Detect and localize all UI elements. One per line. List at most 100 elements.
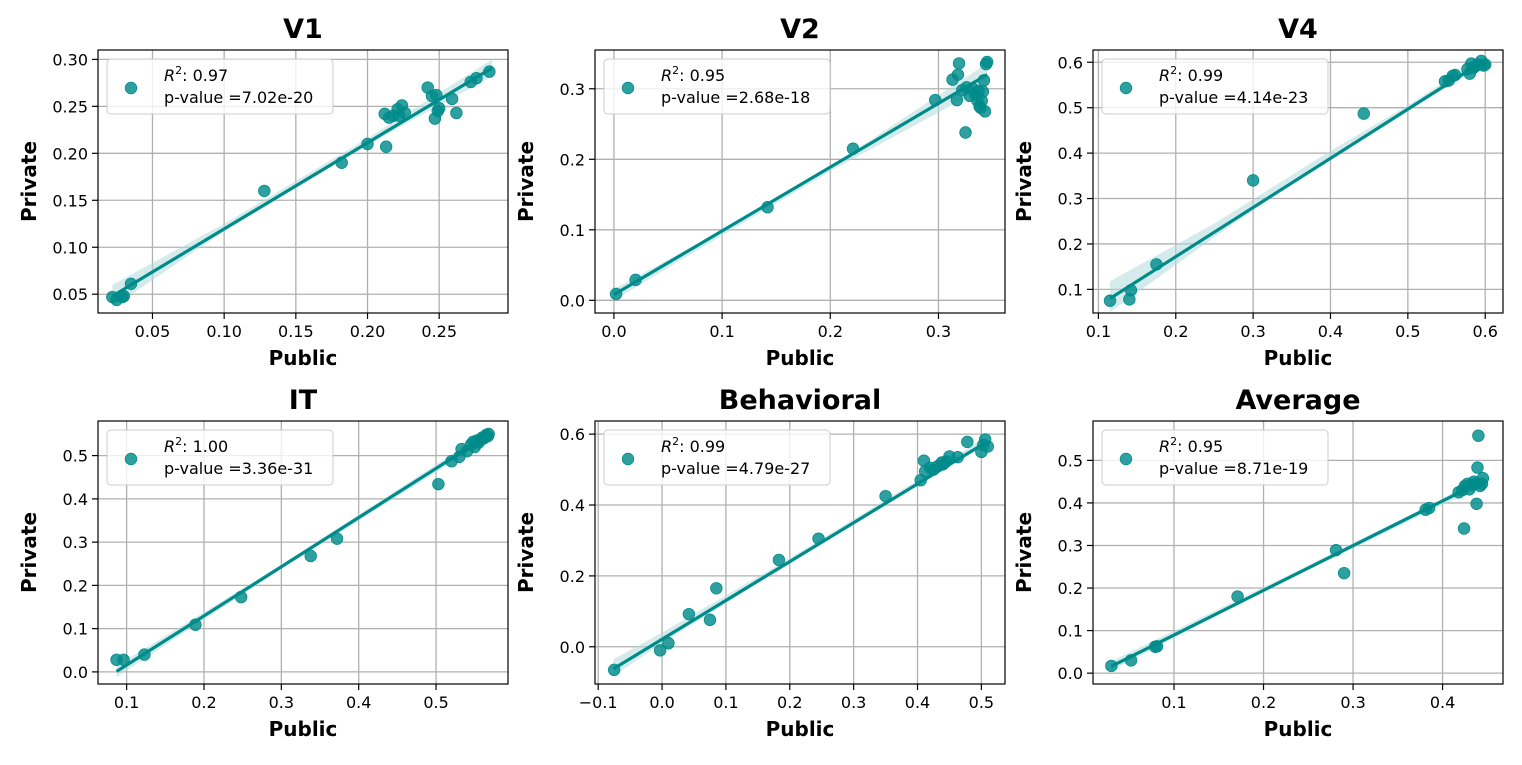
regression-line: [613, 73, 988, 297]
legend-pvalue-line: p-value =7.02e-20: [164, 88, 313, 107]
legend: R2: 0.99 p-value =4.14e-23: [1101, 58, 1329, 115]
data-point: [1246, 174, 1260, 187]
data-point: [1472, 429, 1485, 442]
data-point: [304, 549, 317, 563]
pvalue-value: 8.71e-19: [1237, 459, 1309, 478]
grid: [98, 421, 508, 684]
x-tick-label: 0.20: [350, 322, 386, 341]
r2-value: 0.99: [1188, 66, 1224, 85]
y-axis-label: Private: [17, 512, 41, 593]
panel-average: 0.1 0.2 0.3 0.4 0.0 0.1 0.2 0.3 0.4 0.5 Average Pub…: [1012, 385, 1504, 741]
legend-frame: [603, 429, 831, 486]
x-tick-label: 0.2: [1163, 322, 1188, 341]
y-tick-label: 0.0: [63, 663, 88, 682]
legend-r2-line: R2: 0.97: [164, 64, 228, 85]
r2-symbol: R: [1159, 66, 1170, 85]
data-point: [959, 126, 972, 139]
x-tick-label: 0.2: [1251, 693, 1276, 712]
data-point: [710, 582, 723, 595]
legend-pvalue-line: p-value =8.71e-19: [1159, 459, 1308, 478]
panel-v1: 0.05 0.10 0.15 0.20 0.25 0.05 0.10 0.15 0.20 0.25…: [17, 14, 509, 370]
legend-marker: [124, 81, 138, 95]
x-tick-label: 0.3: [841, 693, 866, 712]
x-tick-label: 0.2: [818, 322, 843, 341]
legend-frame: [106, 429, 334, 486]
legend-r2-line: R2: 0.95: [1159, 435, 1223, 456]
x-tick-label: 0.2: [777, 693, 802, 712]
pvalue-prefix: p-value =: [661, 88, 739, 107]
pvalue-prefix: p-value =: [164, 88, 242, 107]
data-point: [976, 85, 990, 98]
y-tick-label: 0.2: [1058, 235, 1083, 254]
data-point: [682, 607, 696, 621]
r2-colon: :: [1177, 437, 1187, 456]
legend-pvalue-line: p-value =4.14e-23: [1159, 88, 1308, 107]
plot-area: [110, 427, 495, 678]
data-point: [450, 106, 463, 120]
y-tick-label: 0.4: [1058, 144, 1083, 163]
x-tick-label: 0.2: [191, 693, 216, 712]
legend: R2: 1.00 p-value =3.36e-31: [106, 429, 334, 486]
x-axis-label: Public: [269, 346, 338, 370]
panel-behavioral: −0.1 0.0 0.1 0.2 0.3 0.4 0.5 0.0 0.2 0.4 0.6 Behavi…: [514, 385, 1006, 741]
data-point: [952, 57, 966, 70]
y-tick-label: 0.4: [1058, 494, 1083, 513]
pvalue-prefix: p-value =: [661, 459, 739, 478]
data-point: [951, 68, 965, 81]
legend-r2-line: R2: 0.99: [1159, 64, 1223, 85]
data-point: [1470, 497, 1483, 510]
plot-area: [609, 55, 994, 301]
y-tick-label: 0.4: [560, 496, 585, 515]
regression-line: [1109, 58, 1487, 300]
y-tick-label: 0.20: [52, 144, 88, 163]
chart-title: Behavioral: [719, 385, 882, 416]
legend-r2-line: R2: 0.95: [661, 64, 725, 85]
r2-superscript: 2: [1170, 64, 1177, 77]
legend-pvalue-line: p-value =4.79e-27: [661, 459, 810, 478]
data-point: [379, 140, 393, 153]
y-tick-label: 0.4: [63, 490, 88, 509]
legend-pvalue-line: p-value =2.68e-18: [661, 88, 810, 107]
legend-frame: [1101, 429, 1329, 486]
data-point: [1337, 566, 1351, 580]
panel-v2: 0.0 0.1 0.2 0.3 0.0 0.1 0.2 0.3 V2 Public Private R…: [514, 14, 1006, 370]
data-point: [1471, 461, 1484, 474]
x-tick-label: 0.4: [1430, 693, 1455, 712]
data-point: [653, 644, 667, 657]
x-tick-label: 0.15: [278, 322, 314, 341]
y-axis-label: Private: [514, 512, 538, 593]
chart-title: IT: [289, 385, 318, 416]
regression-line: [115, 432, 492, 673]
y-tick-label: 0.2: [1058, 579, 1083, 598]
x-tick-label: 0.6: [1472, 322, 1497, 341]
r2-superscript: 2: [175, 435, 182, 448]
y-axis-label: Private: [514, 141, 538, 222]
x-tick-label: 0.1: [713, 693, 738, 712]
legend-frame: [106, 58, 334, 115]
x-tick-label: 0.4: [905, 693, 930, 712]
r2-colon: :: [679, 437, 689, 456]
plot-area: [1105, 429, 1490, 673]
plot-area: [607, 433, 994, 677]
data-point: [662, 637, 675, 650]
x-tick-label: 0.3: [926, 322, 951, 341]
pvalue-value: 3.36e-31: [242, 459, 314, 478]
panel-v4: 0.1 0.2 0.3 0.4 0.5 0.6 0.1 0.2 0.3 0.4 0.5 0.6 V4 Pu…: [1012, 14, 1504, 370]
plot-area: [106, 59, 496, 308]
y-tick-label: 0.1: [1058, 622, 1083, 641]
y-tick-label: 0.5: [1058, 99, 1083, 118]
pvalue-prefix: p-value =: [1159, 88, 1237, 107]
r2-value: 0.97: [193, 66, 229, 85]
r2-symbol: R: [1159, 437, 1170, 456]
grid: [1093, 421, 1503, 684]
y-tick-label: 0.6: [1058, 53, 1083, 72]
x-tick-label: 0.1: [1161, 693, 1186, 712]
pvalue-value: 4.79e-27: [739, 459, 811, 478]
y-tick-label: 0.2: [560, 567, 585, 586]
grid: [595, 50, 1005, 313]
axes-frame: [97, 49, 509, 314]
legend: R2: 0.95 p-value =8.71e-19: [1101, 429, 1329, 486]
regression-line: [612, 439, 989, 671]
y-tick-label: 0.0: [560, 638, 585, 657]
